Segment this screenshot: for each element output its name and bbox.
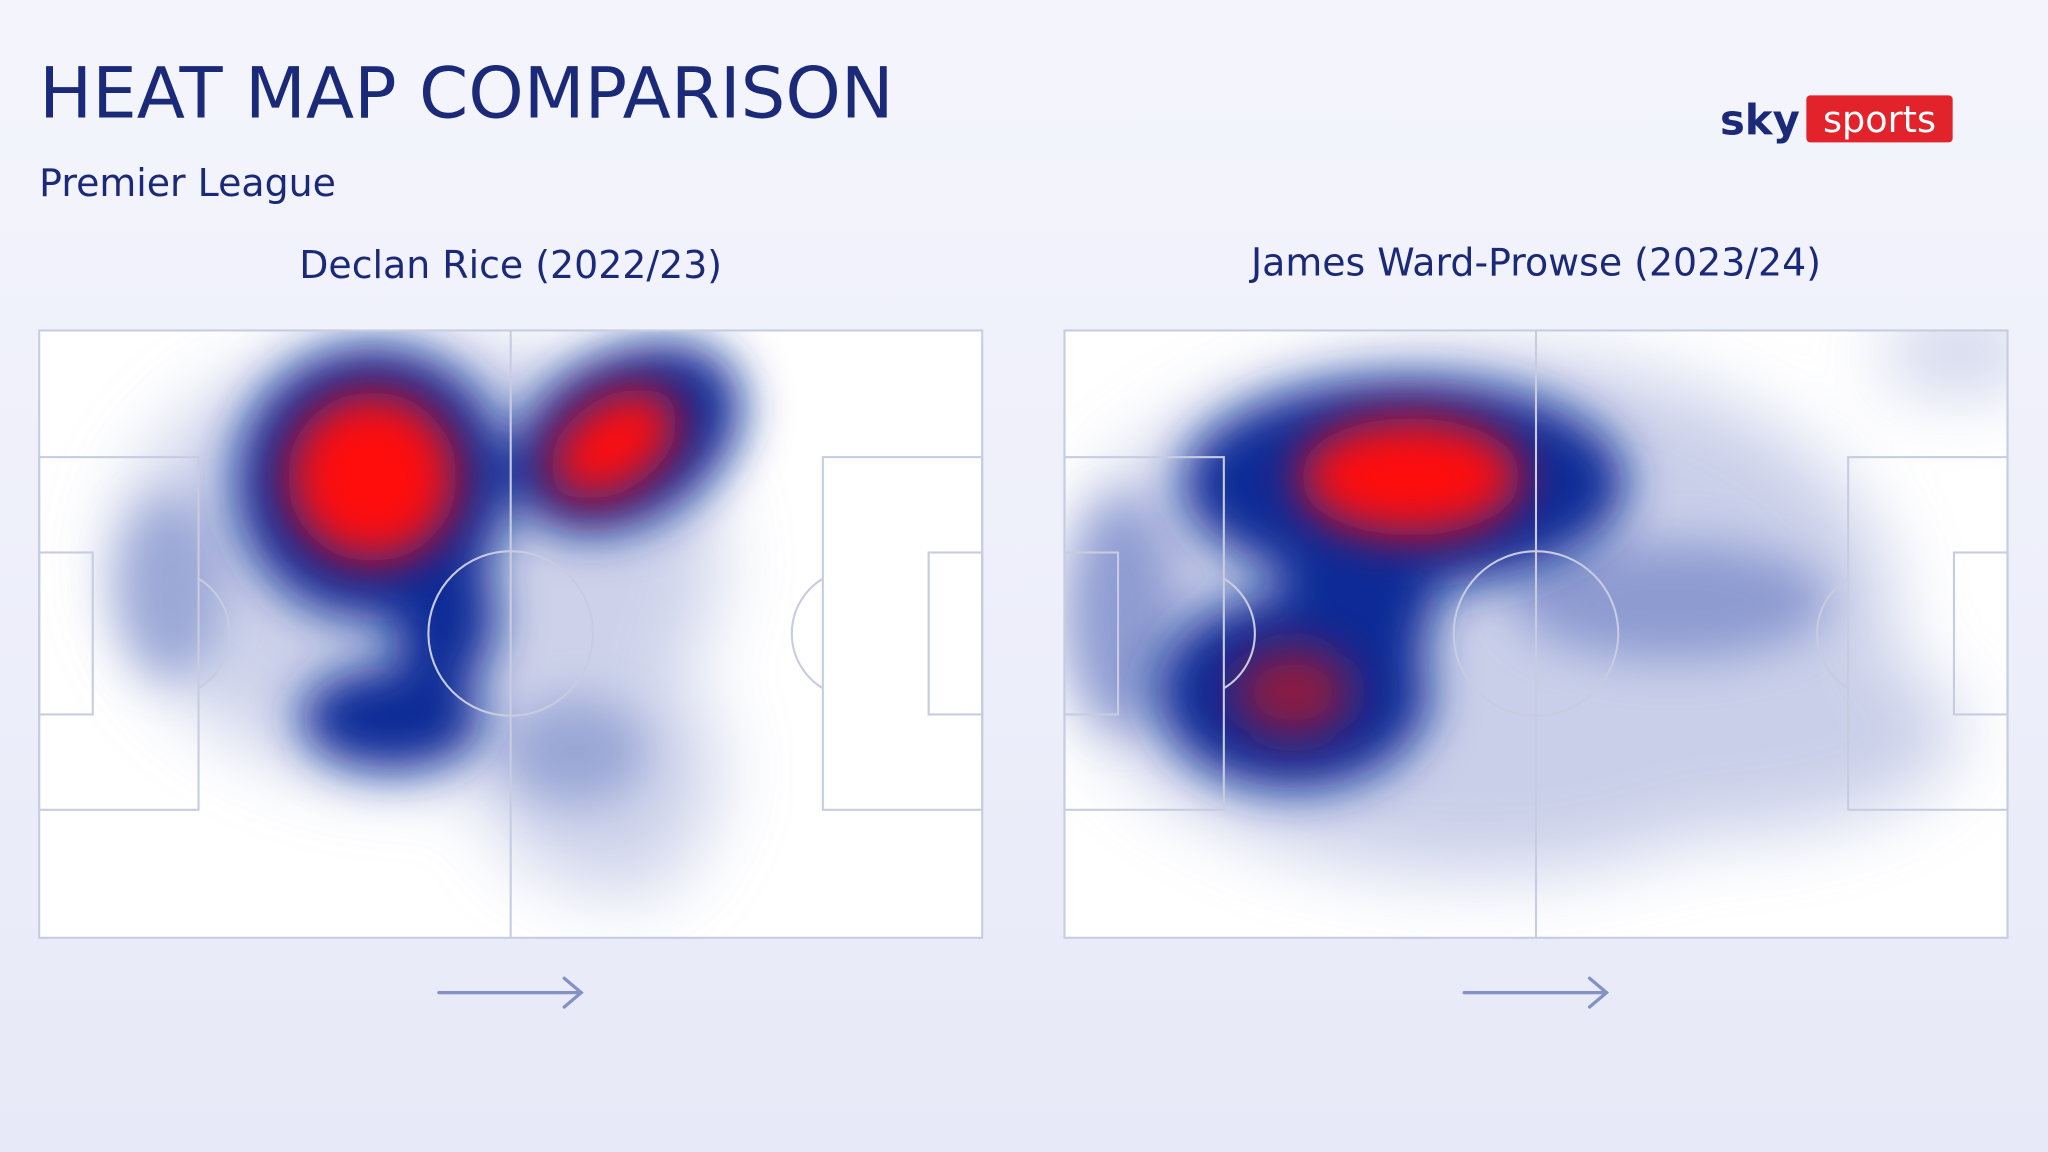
- logo-product: sports: [1823, 98, 1936, 141]
- heat-map: [117, 339, 743, 895]
- logo-brand: sky: [1720, 96, 1800, 145]
- heat-map: [1064, 330, 2008, 876]
- title: HEAT MAP COMPARISON: [39, 53, 893, 135]
- direction-arrow: [437, 976, 584, 1009]
- direction-arrow: [1462, 976, 1610, 1009]
- logo-box: [1806, 95, 1953, 143]
- panel-title: Declan Rice (2022/23): [299, 243, 722, 287]
- panel-title: James Ward-Prowse (2023/24): [1249, 241, 1821, 285]
- subtitle: Premier League: [39, 161, 336, 205]
